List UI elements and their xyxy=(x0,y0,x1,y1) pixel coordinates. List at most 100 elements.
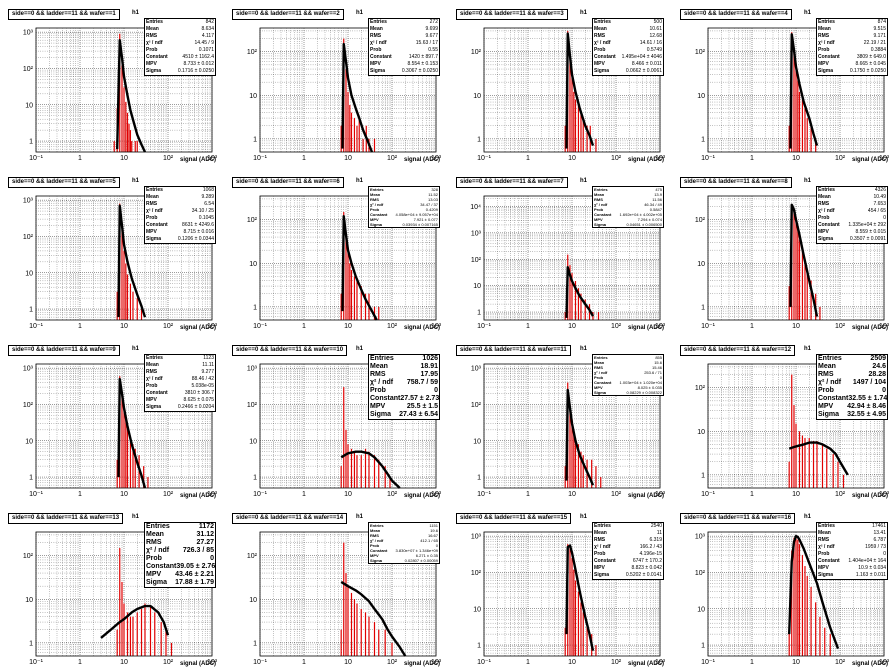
y-tick-label: 10 xyxy=(697,606,705,613)
stats-row: χ² / ndf 412.1 / 65 xyxy=(370,538,438,543)
stats-row: Mean 8.634 xyxy=(146,26,214,33)
stats-value: 28.28 xyxy=(868,371,886,378)
stats-label: Prob xyxy=(594,375,604,380)
x-tick-label: 10 xyxy=(120,491,128,498)
stats-label: χ² / ndf xyxy=(594,544,611,550)
stats-value: 13.03 xyxy=(427,197,438,202)
stats-value: 7.921 ± 0.077 xyxy=(413,217,438,222)
stats-row: Prob 0.3884 xyxy=(818,47,886,54)
y-tick-label: 10 xyxy=(473,283,481,290)
stats-label: Constant xyxy=(594,558,616,564)
histogram-name: h1 xyxy=(132,346,140,352)
histogram-panel: 10⁻¹ 1 10 10² 10³ 1 10 10² 10³ side==0 && ladder=… xyxy=(0,336,224,504)
stats-row: RMS 17.95 xyxy=(370,371,438,379)
stats-row: MPV 6.271 ± 0.35 xyxy=(370,553,438,558)
stats-row: Entries 328 xyxy=(370,187,438,192)
plot-frame xyxy=(35,531,213,657)
stats-label: χ² / ndf xyxy=(818,208,835,214)
y-tick-label: 10² xyxy=(23,234,34,241)
stats-label: Constant xyxy=(370,395,401,402)
stats-label: Prob xyxy=(370,207,380,212)
stats-label: Entries xyxy=(146,19,163,25)
stats-row: Sigma 0.2466 ± 0.0204 xyxy=(146,404,214,411)
stats-value: 842 xyxy=(205,19,214,25)
stats-value: 1.404e+04 ± 164 xyxy=(848,558,886,564)
histogram-name: h1 xyxy=(132,10,140,16)
stats-row: Mean 11.52 xyxy=(370,192,438,197)
x-tick-label: 10³ xyxy=(207,659,218,666)
histogram-panel: 10⁻¹ 1 10 10² 10³ 1 10 10² 10³ side==0 && ladder=… xyxy=(0,0,224,168)
x-tick-label: 10 xyxy=(568,155,576,162)
x-tick-label: 10³ xyxy=(655,659,666,666)
stats-label: Entries xyxy=(594,355,608,360)
x-tick-label: 1 xyxy=(750,659,754,666)
x-axis-label: signal (ADC) xyxy=(180,661,216,667)
stats-label: Entries xyxy=(370,187,384,192)
stats-label: Mean xyxy=(370,363,388,370)
stats-row: RMS 12.68 xyxy=(594,33,662,40)
stats-row: Mean 11.11 xyxy=(146,362,214,369)
x-tick-label: 10 xyxy=(120,155,128,162)
stats-label: χ² / ndf xyxy=(594,202,608,207)
x-axis-label: signal (ADC) xyxy=(404,325,440,331)
stats-label: Sigma xyxy=(146,579,168,586)
histogram-name: h1 xyxy=(804,514,812,520)
stats-value: 500 xyxy=(653,19,662,25)
histogram-panel: 10⁻¹ 1 10 10² 10³ 1 10 10² 10³ side==0 && ladder=… xyxy=(224,336,448,504)
x-axis-label: signal (ADC) xyxy=(628,157,664,163)
stats-box: Entries 272 Mean 9.699 RMS 9.677 χ² / ndf 15.63… xyxy=(368,18,440,76)
stats-row: Entries 272 xyxy=(370,19,438,26)
y-tick-label: 10³ xyxy=(471,230,482,237)
stats-value: 1.495e+04 ± 4046 xyxy=(621,54,662,60)
stats-row: Prob 0.1045 xyxy=(146,215,214,222)
stats-row: MPV 10.9 ± 0.034 xyxy=(818,565,886,572)
stats-value: 0.55 xyxy=(428,47,438,53)
y-tick-label: 10 xyxy=(249,597,257,604)
stats-value: 6747 ± 170.2 xyxy=(632,558,662,564)
stats-value: 27.57 ± 2.73 xyxy=(400,395,440,402)
stats-label: χ² / ndf xyxy=(146,547,170,554)
fit-curve xyxy=(788,441,849,476)
stats-label: Mean xyxy=(594,26,607,32)
stats-row: Mean 9.289 xyxy=(146,194,214,201)
x-tick-label: 1 xyxy=(526,659,530,666)
x-tick-label: 10 xyxy=(344,491,352,498)
stats-value: 8.025 ± 0.035 xyxy=(637,385,662,390)
stats-row: χ² / ndf 1497 / 104 xyxy=(818,379,886,387)
stats-label: χ² / ndf xyxy=(818,40,835,46)
stats-row: χ² / ndf 726.3 / 85 xyxy=(146,547,214,555)
stats-row: MPV 8.823 ± 0.042 xyxy=(594,565,662,572)
x-tick-label: 10⁻¹ xyxy=(701,323,715,330)
stats-value: 272 xyxy=(429,19,438,25)
stats-label: MPV xyxy=(370,403,386,410)
stats-value: 4326 xyxy=(874,187,886,193)
histogram-plot: 10⁻¹ 1 10 10² 10³ 1 10 10² xyxy=(471,27,666,162)
stats-row: Prob 0 xyxy=(370,387,438,395)
stats-row: MPV 7.294 ± 0.074 xyxy=(594,217,662,222)
y-tick-label: 10² xyxy=(247,402,258,409)
stats-label: RMS xyxy=(818,371,834,378)
fit-curve xyxy=(341,215,378,321)
stats-value: 4.117 xyxy=(201,33,214,39)
fit-curve xyxy=(789,203,819,317)
histogram-plot: 10⁻¹ 1 10 10² 10³ 1 10 10² xyxy=(247,531,442,666)
stats-box: Entries 2540 Mean 11 RMS 6.319 χ² / ndf 166.2 /… xyxy=(592,522,664,580)
histogram-panel: 10⁻¹ 1 10 10² 10³ 1 10 10² side==0 && ladder==11… xyxy=(224,168,448,336)
x-axis-label: signal (ADC) xyxy=(852,157,888,163)
histogram-name: h1 xyxy=(356,346,364,352)
stats-label: Mean xyxy=(818,26,831,32)
stats-label: Prob xyxy=(370,47,382,53)
y-tick-label: 1 xyxy=(701,643,705,650)
stats-row: χ² / ndf 34.10 / 25 xyxy=(146,208,214,215)
stats-value: 0.1206 ± 0.0344 xyxy=(177,236,214,242)
stats-box: Entries 1123 Mean 11.11 RMS 9.277 χ² / ndf 88.4… xyxy=(144,354,216,412)
stats-label: Entries xyxy=(594,187,608,192)
stats-value: 1026 xyxy=(422,355,438,362)
x-tick-label: 10⁻¹ xyxy=(29,659,43,666)
stats-label: RMS xyxy=(370,533,379,538)
y-tick-label: 10² xyxy=(247,553,258,560)
histogram-name: h1 xyxy=(132,178,140,184)
stats-row: Mean 13.41 xyxy=(818,530,886,537)
x-tick-label: 10² xyxy=(835,491,846,498)
x-axis-label: signal (ADC) xyxy=(852,325,888,331)
